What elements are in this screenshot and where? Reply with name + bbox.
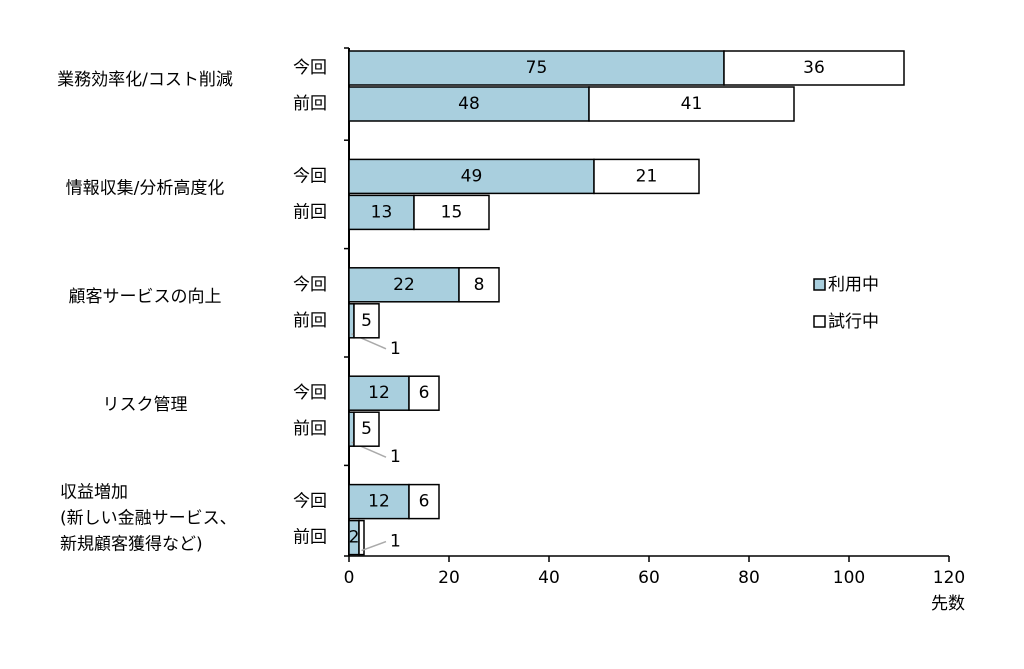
bar-segment [588,86,795,122]
legend-label: 利用中 [828,275,879,295]
row-label: 前回 [293,528,327,548]
x-tick-label: 60 [638,568,660,588]
bar-segment [353,411,380,447]
bar-segment [348,267,460,303]
group-label: 収益増加 [60,483,128,503]
legend-swatch [813,278,826,291]
value-label: 5 [361,311,372,331]
x-axis-label: 先数 [931,594,965,614]
x-tick-label: 20 [438,568,460,588]
bar-segment [408,375,440,411]
group-label: 顧客サービスの向上 [69,287,222,307]
bar-segment [348,50,725,86]
group-label: 情報収集/分析高度化 [66,178,225,198]
bar-segment [408,483,440,520]
x-tick-label: 80 [738,568,760,588]
bar-segment [348,86,590,122]
value-label: 6 [419,492,430,512]
row-label: 今回 [293,492,327,512]
row-label: 前回 [293,202,327,222]
value-label: 2 [349,528,360,548]
row-label: 前回 [293,311,327,331]
row-label: 今回 [293,383,327,403]
row-label: 今回 [293,275,327,295]
bar-segment [593,158,700,195]
bar-segment [353,303,380,339]
group-label: 新規顧客獲得など) [60,535,203,555]
value-label: 15 [441,202,463,222]
legend-swatch [813,315,826,328]
bar-segment [723,50,905,86]
value-label: 5 [361,419,372,439]
x-tick-label: 120 [933,568,965,588]
bar-segment [413,194,490,231]
group-label: リスク管理 [103,395,188,415]
row-label: 今回 [293,166,327,186]
leader-line [361,540,387,552]
group-label: 業務効率化/コスト削減 [57,70,233,90]
value-label: 22 [393,275,415,295]
row-label: 前回 [293,419,327,439]
value-label: 1 [390,339,401,359]
value-label: 49 [461,166,483,186]
x-tick-label: 0 [344,568,355,588]
bar-segment [358,519,365,556]
bar-segment [348,158,595,195]
value-label: 12 [368,492,390,512]
legend-label: 試行中 [828,312,879,332]
x-tick-label: 40 [538,568,560,588]
x-tick-label: 100 [833,568,865,588]
value-label: 21 [636,166,658,186]
bar-segment [348,194,415,231]
value-label: 1 [390,447,401,467]
row-label: 今回 [293,58,327,78]
bar-segment [458,267,500,303]
value-label: 41 [681,94,703,114]
value-label: 8 [474,275,485,295]
value-label: 12 [368,383,390,403]
group-label: (新しい金融サービス、 [60,509,237,529]
value-label: 75 [526,58,548,78]
value-label: 48 [458,94,480,114]
value-label: 36 [803,58,825,78]
value-label: 1 [390,532,401,552]
value-label: 6 [419,383,430,403]
value-label: 13 [371,202,393,222]
bar-segment [348,483,410,520]
row-label: 前回 [293,94,327,114]
